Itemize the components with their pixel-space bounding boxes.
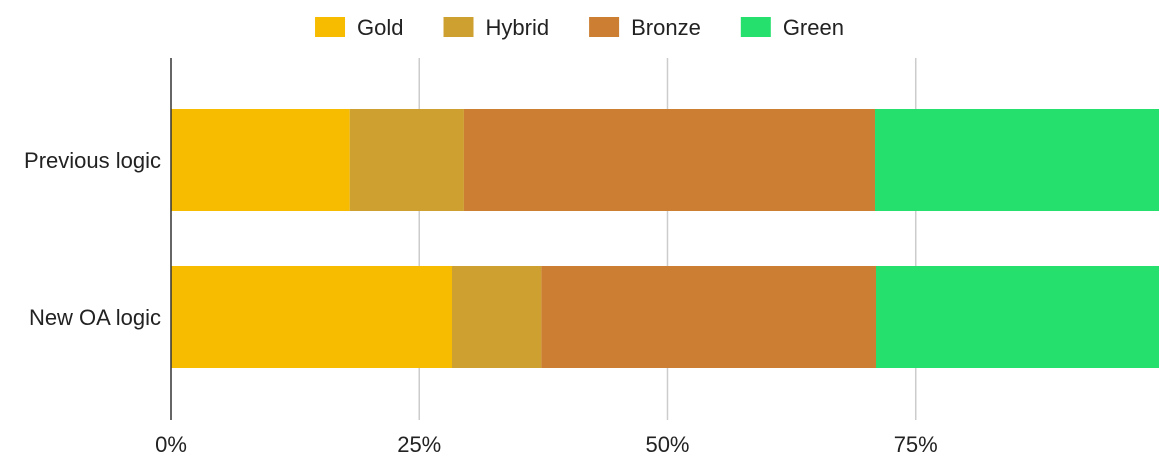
bar-bronze-1 xyxy=(541,266,877,368)
legend: Gold Hybrid Bronze Green xyxy=(315,15,844,40)
legend-label-gold: Gold xyxy=(357,15,403,40)
legend-label-hybrid: Hybrid xyxy=(486,15,550,40)
bars xyxy=(171,109,1159,368)
bar-hybrid-0 xyxy=(349,109,464,211)
bar-bronze-0 xyxy=(463,109,876,211)
bar-green-1 xyxy=(876,266,1159,368)
x-tick-label: 25% xyxy=(397,432,441,457)
legend-swatch-bronze xyxy=(589,17,620,37)
legend-label-green: Green xyxy=(783,15,844,40)
bar-gold-0 xyxy=(171,109,350,211)
category-label: Previous logic xyxy=(24,148,161,173)
legend-swatch-hybrid xyxy=(443,17,474,37)
x-tick-label: 0% xyxy=(155,432,187,457)
x-tick-label: 75% xyxy=(894,432,938,457)
category-label: New OA logic xyxy=(29,305,161,330)
axes: 0% 25% 50% 75% Previous logic New OA logic xyxy=(24,58,938,457)
bar-gold-1 xyxy=(171,266,453,368)
bar-green-0 xyxy=(875,109,1159,211)
legend-swatch-gold xyxy=(315,17,346,37)
legend-label-bronze: Bronze xyxy=(631,15,701,40)
x-tick-label: 50% xyxy=(645,432,689,457)
legend-swatch-green xyxy=(740,17,771,37)
bar-hybrid-1 xyxy=(452,266,542,368)
